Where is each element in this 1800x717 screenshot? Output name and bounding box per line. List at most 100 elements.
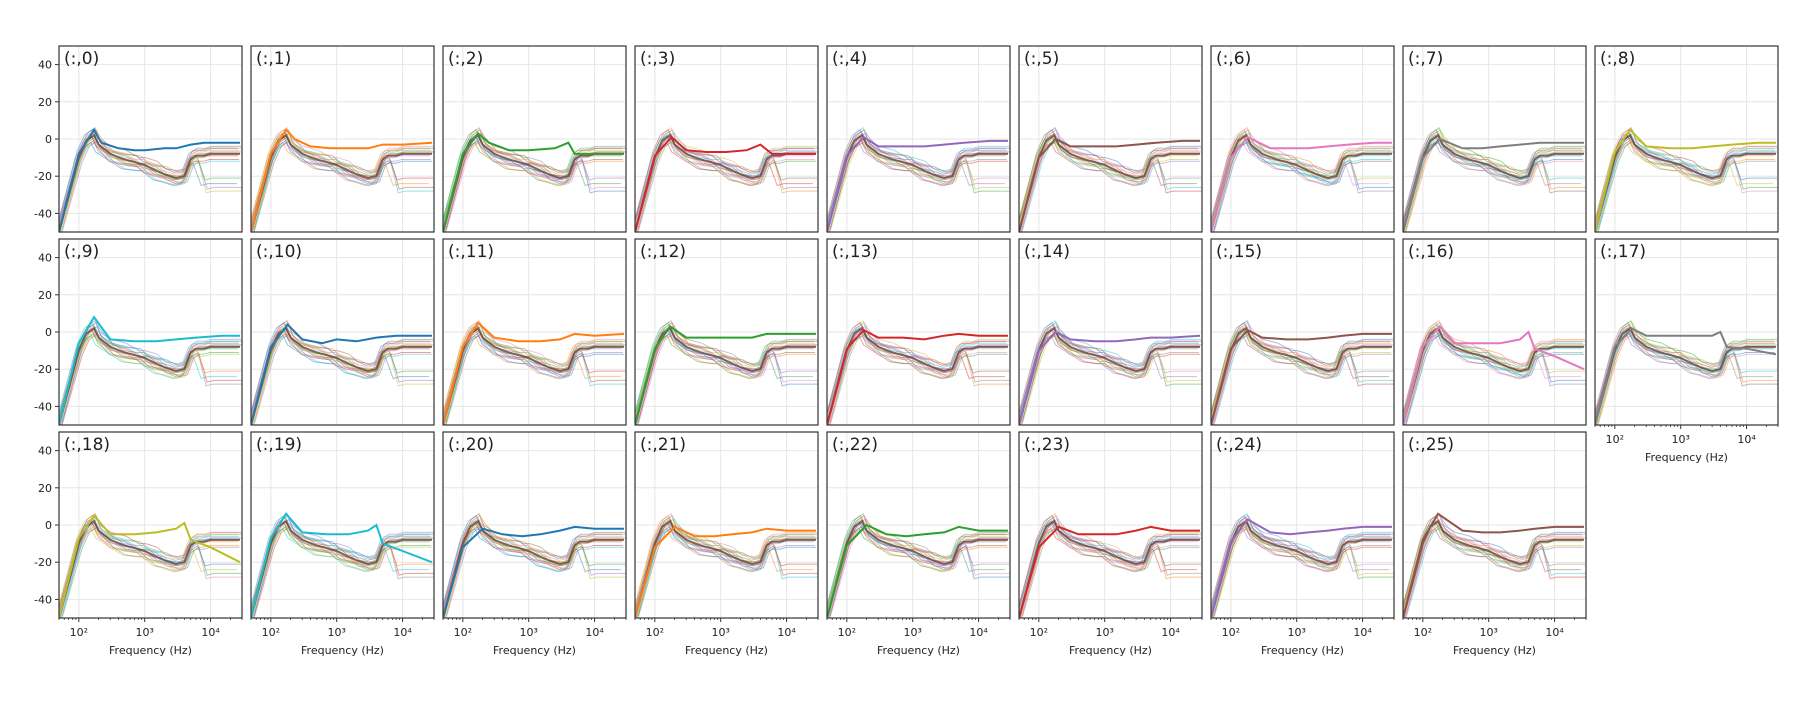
background-series-line: [443, 136, 622, 227]
background-series-line: [827, 136, 1006, 227]
curves: [1403, 127, 1586, 232]
background-series-line: [637, 132, 818, 231]
mean-series-line: [251, 133, 432, 232]
x-axis-label: Frequency (Hz): [493, 644, 576, 657]
axes-frame: [826, 238, 1011, 426]
highlight-series-line: [1403, 324, 1585, 425]
background-series-line: [829, 132, 1010, 231]
background-series-line: [1403, 334, 1581, 417]
background-series-line: [443, 128, 622, 221]
background-series-line: [635, 136, 814, 227]
subplot: (:,8): [1594, 45, 1779, 233]
background-series-line: [253, 132, 434, 231]
mean-series-line: [59, 133, 240, 232]
subplot: (:,7): [1402, 45, 1587, 233]
highlight-series-line: [443, 131, 624, 232]
background-series-line: [635, 513, 817, 611]
background-series-line: [1403, 130, 1583, 227]
subplot-label: (:,15): [1216, 242, 1262, 262]
subplot-label: (:,22): [832, 435, 878, 455]
background-series-line: [253, 325, 434, 424]
background-series-line: [1211, 527, 1389, 610]
curves: [1019, 513, 1202, 618]
background-series-line: [1019, 130, 1199, 227]
mean-series-line: [1595, 133, 1776, 232]
background-series-line: [59, 136, 238, 227]
background-series-line: [59, 334, 240, 425]
highlight-series-line: [251, 323, 432, 425]
background-series-line: [445, 132, 626, 231]
axes-frame: [1402, 45, 1587, 233]
background-series-line: [60, 514, 242, 613]
background-series-line: [1020, 514, 1202, 613]
subplot: (:,18) 40 20 0 -20 -40 10² 10³ 10⁴ Frequency (Hz): [34, 431, 243, 657]
background-series-line: [1403, 516, 1583, 613]
highlight-series-line: [1211, 328, 1392, 425]
background-series-line: [251, 127, 433, 225]
x-tick-label: 10⁴: [969, 626, 988, 639]
background-series-line: [251, 320, 433, 418]
curves: [59, 315, 242, 425]
subplot: (:,11): [442, 238, 627, 426]
subplot: (:,15): [1210, 238, 1395, 426]
x-axis-label: Frequency (Hz): [1645, 451, 1728, 464]
background-series-line: [1403, 128, 1582, 221]
background-series-line: [1019, 323, 1199, 420]
background-series-line: [1019, 516, 1199, 613]
subplot: (:,2): [442, 45, 627, 233]
subplot-label: (:,2): [448, 49, 483, 69]
subplot-label: (:,14): [1024, 242, 1070, 262]
background-series-line: [1019, 527, 1197, 610]
mean-series-line: [635, 326, 816, 425]
background-series-line: [443, 334, 621, 417]
background-series-line: [1595, 334, 1773, 417]
subplot: (:,25) 10² 10³ 10⁴ Frequency (Hz): [1402, 431, 1587, 657]
mean-series-line: [1019, 133, 1200, 232]
y-tick-label: -20: [34, 556, 52, 569]
background-series-line: [1211, 140, 1391, 231]
background-series-line: [827, 140, 1007, 231]
mean-series-line: [1019, 519, 1200, 618]
background-series-line: [443, 522, 622, 613]
background-series-line: [1211, 320, 1393, 418]
background-series-line: [443, 513, 625, 611]
curves: [1403, 512, 1586, 618]
curves: [251, 127, 434, 232]
y-tick-label: -40: [34, 593, 52, 606]
background-series-line: [251, 141, 429, 224]
background-series-line: [251, 526, 431, 617]
x-tick-label: 10²: [646, 626, 664, 639]
background-series-line: [443, 527, 621, 610]
background-series-line: [1403, 321, 1582, 414]
subplot: (:,1): [250, 45, 435, 233]
background-series-line: [828, 128, 1010, 227]
background-series-line: [828, 321, 1010, 420]
background-series-line: [1211, 329, 1390, 420]
background-series-line: [637, 518, 818, 617]
x-tick-label: 10²: [70, 626, 88, 639]
background-series-line: [443, 141, 621, 224]
subplot-label: (:,18): [64, 435, 110, 455]
background-series-line: [1404, 321, 1586, 420]
background-series-line: [827, 527, 1005, 610]
background-series-line: [1403, 527, 1581, 610]
background-series-line: [1212, 321, 1394, 420]
subplot-label: (:,5): [1024, 49, 1059, 69]
background-series-line: [1595, 141, 1776, 232]
background-series-line: [1213, 325, 1394, 424]
background-series-line: [59, 141, 237, 224]
axes-frame: [826, 431, 1011, 619]
subplot: (:,6): [1210, 45, 1395, 233]
background-series-line: [1019, 514, 1198, 607]
background-series-line: [1019, 321, 1198, 414]
background-series-line: [251, 334, 432, 425]
background-series-line: [59, 522, 238, 613]
curves: [251, 320, 434, 425]
background-series-line: [827, 516, 1007, 613]
highlight-series-line: [635, 325, 816, 425]
subplot: (:,19) 10² 10³ 10⁴ Frequency (Hz): [250, 431, 435, 657]
highlight-series-line: [1211, 135, 1392, 232]
y-tick-label: 40: [38, 252, 52, 265]
highlight-series-line: [1019, 525, 1200, 618]
background-series-line: [1403, 141, 1584, 232]
